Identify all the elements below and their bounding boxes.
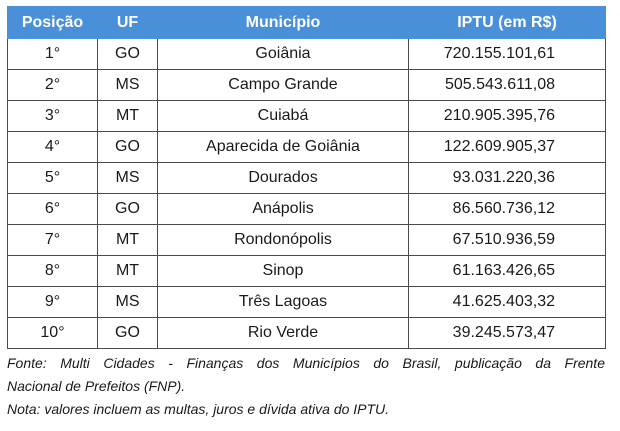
- table-notes: Fonte: Multi Cidades - Finanças dos Muni…: [7, 352, 605, 421]
- cell-position: 8°: [7, 255, 98, 287]
- cell-uf: MT: [97, 255, 158, 287]
- cell-municipality: Rio Verde: [157, 317, 409, 349]
- cell-uf: GO: [97, 193, 158, 225]
- cell-municipality: Dourados: [157, 162, 409, 194]
- cell-uf: MS: [97, 162, 158, 194]
- cell-position: 1°: [7, 38, 98, 70]
- cell-iptu: 93.031.220,36: [408, 162, 606, 194]
- table-row: 8° MT Sinop 61.163.426,65: [7, 255, 606, 287]
- table-row: 1° GO Goiânia 720.155.101,61: [7, 38, 606, 70]
- cell-position: 3°: [7, 100, 98, 132]
- cell-position: 5°: [7, 162, 98, 194]
- cell-position: 9°: [7, 286, 98, 318]
- table-body: 1° GO Goiânia 720.155.101,61 2° MS Campo…: [7, 38, 606, 349]
- table-row: 10° GO Rio Verde 39.245.573,47: [7, 317, 606, 349]
- source-note-line1: Fonte: Multi Cidades - Finanças dos Muni…: [7, 355, 605, 371]
- cell-iptu: 41.625.403,32: [408, 286, 606, 318]
- cell-iptu: 122.609.905,37: [408, 131, 606, 163]
- cell-uf: GO: [97, 38, 158, 70]
- cell-position: 7°: [7, 224, 98, 256]
- cell-position: 10°: [7, 317, 98, 349]
- table-header: Posição UF Município IPTU (em R$): [7, 6, 606, 39]
- table-row: 2° MS Campo Grande 505.543.611,08: [7, 69, 606, 101]
- header-iptu: IPTU (em R$): [408, 6, 606, 39]
- cell-uf: MT: [97, 100, 158, 132]
- cell-iptu: 505.543.611,08: [408, 69, 606, 101]
- table-row: 5° MS Dourados 93.031.220,36: [7, 162, 606, 194]
- cell-iptu: 67.510.936,59: [408, 224, 606, 256]
- cell-uf: GO: [97, 317, 158, 349]
- cell-position: 6°: [7, 193, 98, 225]
- iptu-ranking-table: Posição UF Município IPTU (em R$) 1° GO …: [7, 6, 606, 349]
- header-municipality: Município: [157, 6, 409, 39]
- header-position: Posição: [7, 6, 98, 39]
- cell-uf: MS: [97, 69, 158, 101]
- table-row: 6° GO Anápolis 86.560.736,12: [7, 193, 606, 225]
- cell-municipality: Aparecida de Goiânia: [157, 131, 409, 163]
- cell-iptu: 61.163.426,65: [408, 255, 606, 287]
- cell-uf: MS: [97, 286, 158, 318]
- table-row: 7° MT Rondonópolis 67.510.936,59: [7, 224, 606, 256]
- table-row: 9° MS Três Lagoas 41.625.403,32: [7, 286, 606, 318]
- cell-municipality: Três Lagoas: [157, 286, 409, 318]
- header-uf: UF: [97, 6, 158, 39]
- cell-municipality: Rondonópolis: [157, 224, 409, 256]
- cell-iptu: 86.560.736,12: [408, 193, 606, 225]
- cell-municipality: Sinop: [157, 255, 409, 287]
- table-row: 4° GO Aparecida de Goiânia 122.609.905,3…: [7, 131, 606, 163]
- cell-iptu: 720.155.101,61: [408, 38, 606, 70]
- source-note-line2: Nacional de Prefeitos (FNP).: [7, 378, 186, 394]
- cell-municipality: Goiânia: [157, 38, 409, 70]
- cell-iptu: 39.245.573,47: [408, 317, 606, 349]
- header-row: Posição UF Município IPTU (em R$): [7, 6, 606, 39]
- cell-municipality: Anápolis: [157, 193, 409, 225]
- cell-position: 4°: [7, 131, 98, 163]
- cell-uf: GO: [97, 131, 158, 163]
- table-row: 3° MT Cuiabá 210.905.395,76: [7, 100, 606, 132]
- cell-municipality: Cuiabá: [157, 100, 409, 132]
- values-note: Nota: valores incluem as multas, juros e…: [7, 401, 390, 417]
- cell-municipality: Campo Grande: [157, 69, 409, 101]
- cell-uf: MT: [97, 224, 158, 256]
- ranking-container: Posição UF Município IPTU (em R$) 1° GO …: [7, 6, 606, 421]
- cell-iptu: 210.905.395,76: [408, 100, 606, 132]
- cell-position: 2°: [7, 69, 98, 101]
